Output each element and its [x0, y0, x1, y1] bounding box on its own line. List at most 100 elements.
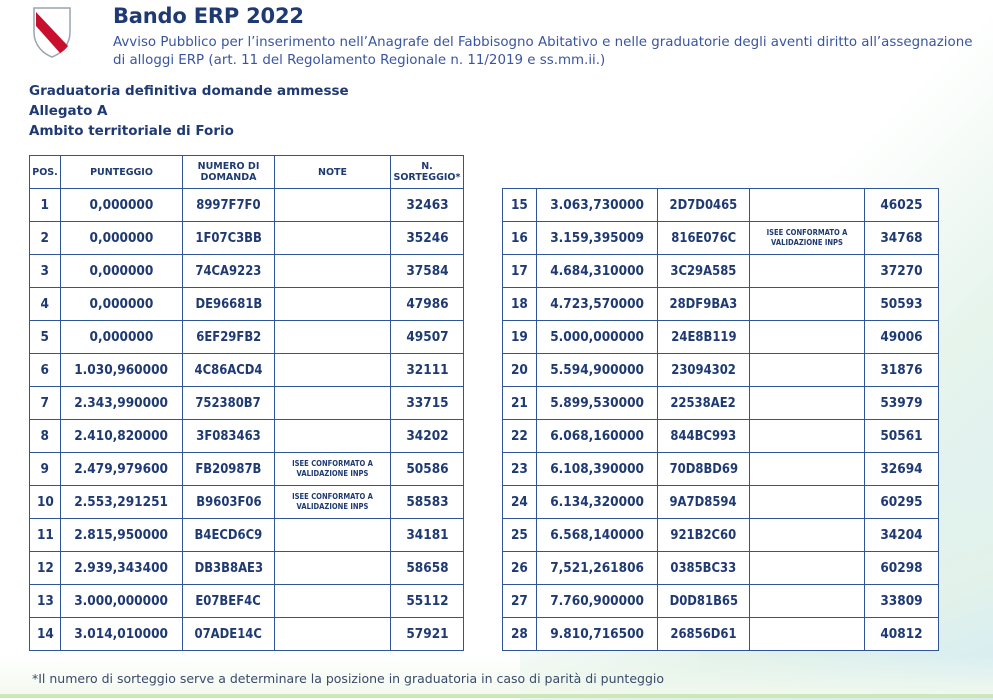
cell-pos-value: 25	[511, 527, 528, 543]
table-row: 8 2.410,820000 3F083463 34202	[29, 419, 464, 453]
cell-numero: 816E076C	[657, 221, 750, 255]
heading-graduatoria: Graduatoria definitiva domande ammesse	[29, 83, 349, 99]
cell-pos-value: 13	[36, 593, 54, 609]
table-row: 15 3.063,730000 2D7D0465 46025	[502, 188, 939, 222]
cell-sorteggio-value: 58583	[405, 494, 449, 510]
cell-sorteggio-value: 40812	[880, 626, 923, 642]
cell-numero: 752380B7	[182, 386, 275, 420]
cell-sorteggio: 46025	[864, 188, 939, 222]
cell-pos-value: 11	[36, 527, 54, 543]
cell-numero-value: 74CA9223	[195, 263, 262, 279]
cell-punteggio-value: 3.000,000000	[74, 593, 169, 609]
cell-punteggio-value: 7.760,900000	[550, 593, 644, 609]
cell-sorteggio: 34204	[864, 518, 939, 552]
table-row: 10 2.553,291251 B9603F06 ISEE CONFORMATO A …	[29, 485, 464, 519]
cell-numero: 74CA9223	[182, 254, 275, 288]
cell-note-value: ISEE CONFORMATO A VALIDAZIONE INPS	[292, 459, 373, 478]
cell-note	[749, 419, 865, 453]
cell-sorteggio: 50561	[864, 419, 939, 453]
column-header-punteggio: PUNTEGGIO	[60, 155, 183, 189]
cell-pos-value: 24	[511, 494, 528, 510]
cell-punteggio-value: 3.159,395009	[550, 230, 644, 246]
cell-punteggio: 0,000000	[60, 320, 183, 354]
cell-numero: 4C86ACD4	[182, 353, 275, 387]
cell-note	[274, 617, 391, 651]
cell-punteggio: 7,521,261806	[536, 551, 658, 585]
cell-numero: 844BC993	[657, 419, 750, 453]
table-row: 21 5.899,530000 22538AE2 53979	[502, 386, 939, 420]
cell-note-value: ISEE CONFORMATO A VALIDAZIONE INPS	[292, 492, 373, 511]
cell-sorteggio: 32463	[390, 188, 464, 222]
cell-note	[749, 584, 865, 618]
cell-note	[274, 551, 391, 585]
footnote: *Il numero di sorteggio serve a determin…	[32, 671, 665, 686]
cell-numero: D0D81B65	[657, 584, 750, 618]
heading-ambito: Ambito territoriale di Forio	[29, 123, 234, 139]
cell-note	[749, 320, 865, 354]
table-row: 1 0,000000 8997F7F0 32463	[29, 188, 464, 222]
cell-note-value: ISEE CONFORMATO A VALIDAZIONE INPS	[766, 228, 848, 247]
cell-punteggio-value: 3.063,730000	[550, 197, 644, 213]
cell-sorteggio-value: 50561	[880, 428, 923, 444]
cell-numero-value: 3C29A585	[670, 263, 737, 279]
cell-punteggio-value: 2.479,979600	[74, 461, 169, 477]
column-header-note: NOTE	[274, 155, 391, 189]
cell-pos: 5	[29, 320, 61, 354]
cell-numero-value: 9A7D8594	[669, 494, 738, 510]
cell-numero-value: FB20987B	[195, 461, 262, 477]
cell-numero-value: 2D7D0465	[669, 197, 738, 213]
background-decoration	[0, 655, 993, 698]
cell-punteggio: 0,000000	[60, 221, 183, 255]
cell-sorteggio: 57921	[390, 617, 464, 651]
cell-pos: 17	[502, 254, 537, 288]
cell-numero-value: DB3B8AE3	[194, 560, 263, 576]
cell-pos-value: 3	[40, 263, 50, 279]
cell-pos-value: 9	[40, 461, 50, 477]
cell-punteggio-value: 5.000,000000	[550, 329, 644, 345]
cell-sorteggio-value: 37270	[880, 263, 923, 279]
cell-pos: 13	[29, 584, 61, 618]
cell-pos-value: 23	[511, 461, 528, 477]
cell-punteggio: 0,000000	[60, 287, 183, 321]
table-row: 7 2.343,990000 752380B7 33715	[29, 386, 464, 420]
cell-pos: 28	[502, 617, 537, 651]
cell-sorteggio-value: 34181	[405, 527, 449, 543]
cell-pos: 11	[29, 518, 61, 552]
cell-pos-value: 16	[511, 230, 528, 246]
cell-punteggio-value: 6.108,390000	[550, 461, 644, 477]
cell-sorteggio: 55112	[390, 584, 464, 618]
cell-note: ISEE CONFORMATO A VALIDAZIONE INPS	[749, 221, 865, 255]
table-row: 27 7.760,900000 D0D81B65 33809	[502, 584, 939, 618]
ranking-table-left: POS. PUNTEGGIO NUMERO DI DOMANDA NOTE N.…	[29, 155, 464, 651]
cell-punteggio-value: 6.568,140000	[550, 527, 644, 543]
table-row: 28 9.810,716500 26856D61 40812	[502, 617, 939, 651]
cell-punteggio-value: 7,521,261806	[550, 560, 644, 576]
ranking-table-right: 15 3.063,730000 2D7D0465 46025 16 3.159,39500…	[502, 188, 939, 651]
cell-punteggio-value: 5.899,530000	[550, 395, 644, 411]
cell-pos-value: 28	[511, 626, 528, 642]
cell-punteggio: 2.815,950000	[60, 518, 183, 552]
cell-numero-value: B9603F06	[195, 494, 262, 510]
cell-note	[749, 287, 865, 321]
cell-pos: 23	[502, 452, 537, 486]
heading-allegato: Allegato A	[29, 103, 108, 119]
cell-pos: 3	[29, 254, 61, 288]
cell-pos: 16	[502, 221, 537, 255]
cell-pos: 27	[502, 584, 537, 618]
cell-sorteggio-value: 33809	[880, 593, 923, 609]
cell-sorteggio-value: 53979	[880, 395, 923, 411]
cell-numero: 0385BC33	[657, 551, 750, 585]
cell-sorteggio: 33715	[390, 386, 464, 420]
cell-punteggio-value: 6.134,320000	[550, 494, 644, 510]
cell-punteggio-value: 2.815,950000	[74, 527, 169, 543]
cell-note	[274, 419, 391, 453]
cell-sorteggio-value: 49006	[880, 329, 923, 345]
table-row: 11 2.815,950000 B4ECD6C9 34181	[29, 518, 464, 552]
table-row: 23 6.108,390000 70D8BD69 32694	[502, 452, 939, 486]
table-row: 19 5.000,000000 24E8B119 49006	[502, 320, 939, 354]
cell-pos-value: 1	[40, 197, 50, 213]
cell-punteggio: 3.000,000000	[60, 584, 183, 618]
cell-punteggio-value: 2.343,990000	[74, 395, 169, 411]
cell-sorteggio: 40812	[864, 617, 939, 651]
cell-sorteggio: 50593	[864, 287, 939, 321]
